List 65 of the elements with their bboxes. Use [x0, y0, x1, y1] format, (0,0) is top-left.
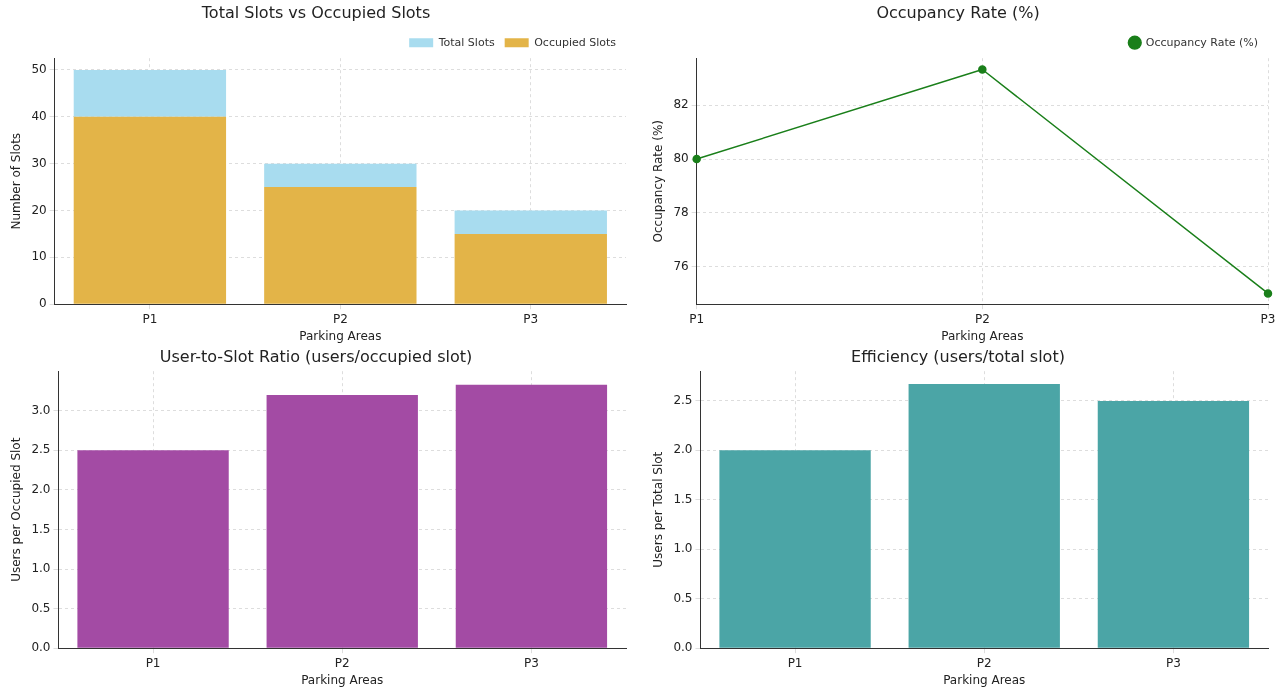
bar [455, 384, 608, 648]
y-tick-label: 10 [31, 249, 47, 264]
y-tick-label: 80 [673, 151, 689, 166]
y-tick-label: 0 [39, 296, 47, 311]
y-tick-label: 2.5 [31, 442, 51, 457]
y-axis-title: Users per Occupied Slot [9, 437, 24, 582]
bar [719, 450, 871, 648]
chart-title: Efficiency (users/total slot) [851, 346, 1065, 366]
x-tick-label: P2 [976, 655, 992, 670]
bar [77, 450, 229, 648]
x-tick-label: P1 [689, 311, 705, 326]
y-tick-label: 30 [31, 155, 47, 170]
x-tick-label: P3 [1260, 311, 1276, 326]
y-tick-label: 2.5 [673, 393, 693, 407]
point [692, 154, 701, 164]
point [978, 65, 987, 74]
y-tick-label: 76 [673, 258, 689, 273]
y-tick-label: 1.5 [31, 521, 51, 536]
y-tick-label: 78 [673, 204, 689, 219]
x-axis-title: Parking Areas [943, 672, 1026, 687]
x-tick-label: P2 [334, 655, 350, 670]
y-axis-title: Number of Slots [9, 132, 24, 230]
y-axis-title: Occupancy Rate (%) [651, 119, 666, 243]
bar [73, 116, 227, 304]
y-tick-label: 3.0 [31, 402, 51, 417]
x-tick-label: P1 [787, 655, 803, 670]
x-tick-label: P1 [145, 655, 161, 670]
x-tick-label: P3 [523, 655, 539, 670]
y-tick-label: 0.5 [673, 590, 693, 605]
point [1263, 289, 1273, 298]
x-axis-title: Parking Areas [941, 328, 1024, 343]
bar [1097, 400, 1250, 648]
bar [264, 187, 417, 304]
x-tick-label: P2 [974, 311, 990, 326]
bar [454, 210, 607, 234]
y-tick-label: 50 [31, 62, 47, 77]
y-tick-label: 0.5 [31, 600, 51, 615]
y-axis-title: Users per Total Slot [651, 451, 666, 568]
y-tick-label: 2.0 [673, 442, 693, 457]
chart-title: Occupancy Rate (%) [876, 2, 1040, 22]
y-tick-label: 2.0 [31, 482, 51, 497]
bar [908, 384, 1060, 648]
bar [266, 394, 418, 648]
y-tick-label: 0.0 [31, 640, 51, 655]
x-axis-title: Parking Areas [301, 672, 384, 687]
legend-label: Occupied Slots [534, 35, 617, 49]
y-tick-label: 1.5 [673, 491, 693, 506]
chart-title: User-to-Slot Ratio (users/occupied slot) [159, 346, 473, 366]
y-tick-label: 20 [31, 202, 47, 217]
y-tick-label: 1.0 [673, 541, 693, 556]
x-tick-label: P1 [142, 311, 158, 326]
bar [454, 233, 607, 304]
y-tick-label: 40 [31, 108, 47, 123]
x-tick-label: P3 [523, 311, 539, 326]
bar [264, 163, 417, 188]
y-tick-label: 1.0 [31, 561, 51, 576]
legend-label: Occupancy Rate (%) [1145, 35, 1259, 49]
chart-title: Total Slots vs Occupied Slots [200, 2, 431, 22]
x-axis-title: Parking Areas [299, 328, 382, 343]
x-tick-label: P3 [1165, 655, 1181, 670]
bar [73, 69, 227, 117]
x-tick-label: P2 [332, 311, 348, 326]
legend-label: Total Slots [437, 35, 495, 49]
y-tick-label: 82 [673, 97, 689, 112]
y-tick-label: 0.0 [673, 640, 693, 655]
